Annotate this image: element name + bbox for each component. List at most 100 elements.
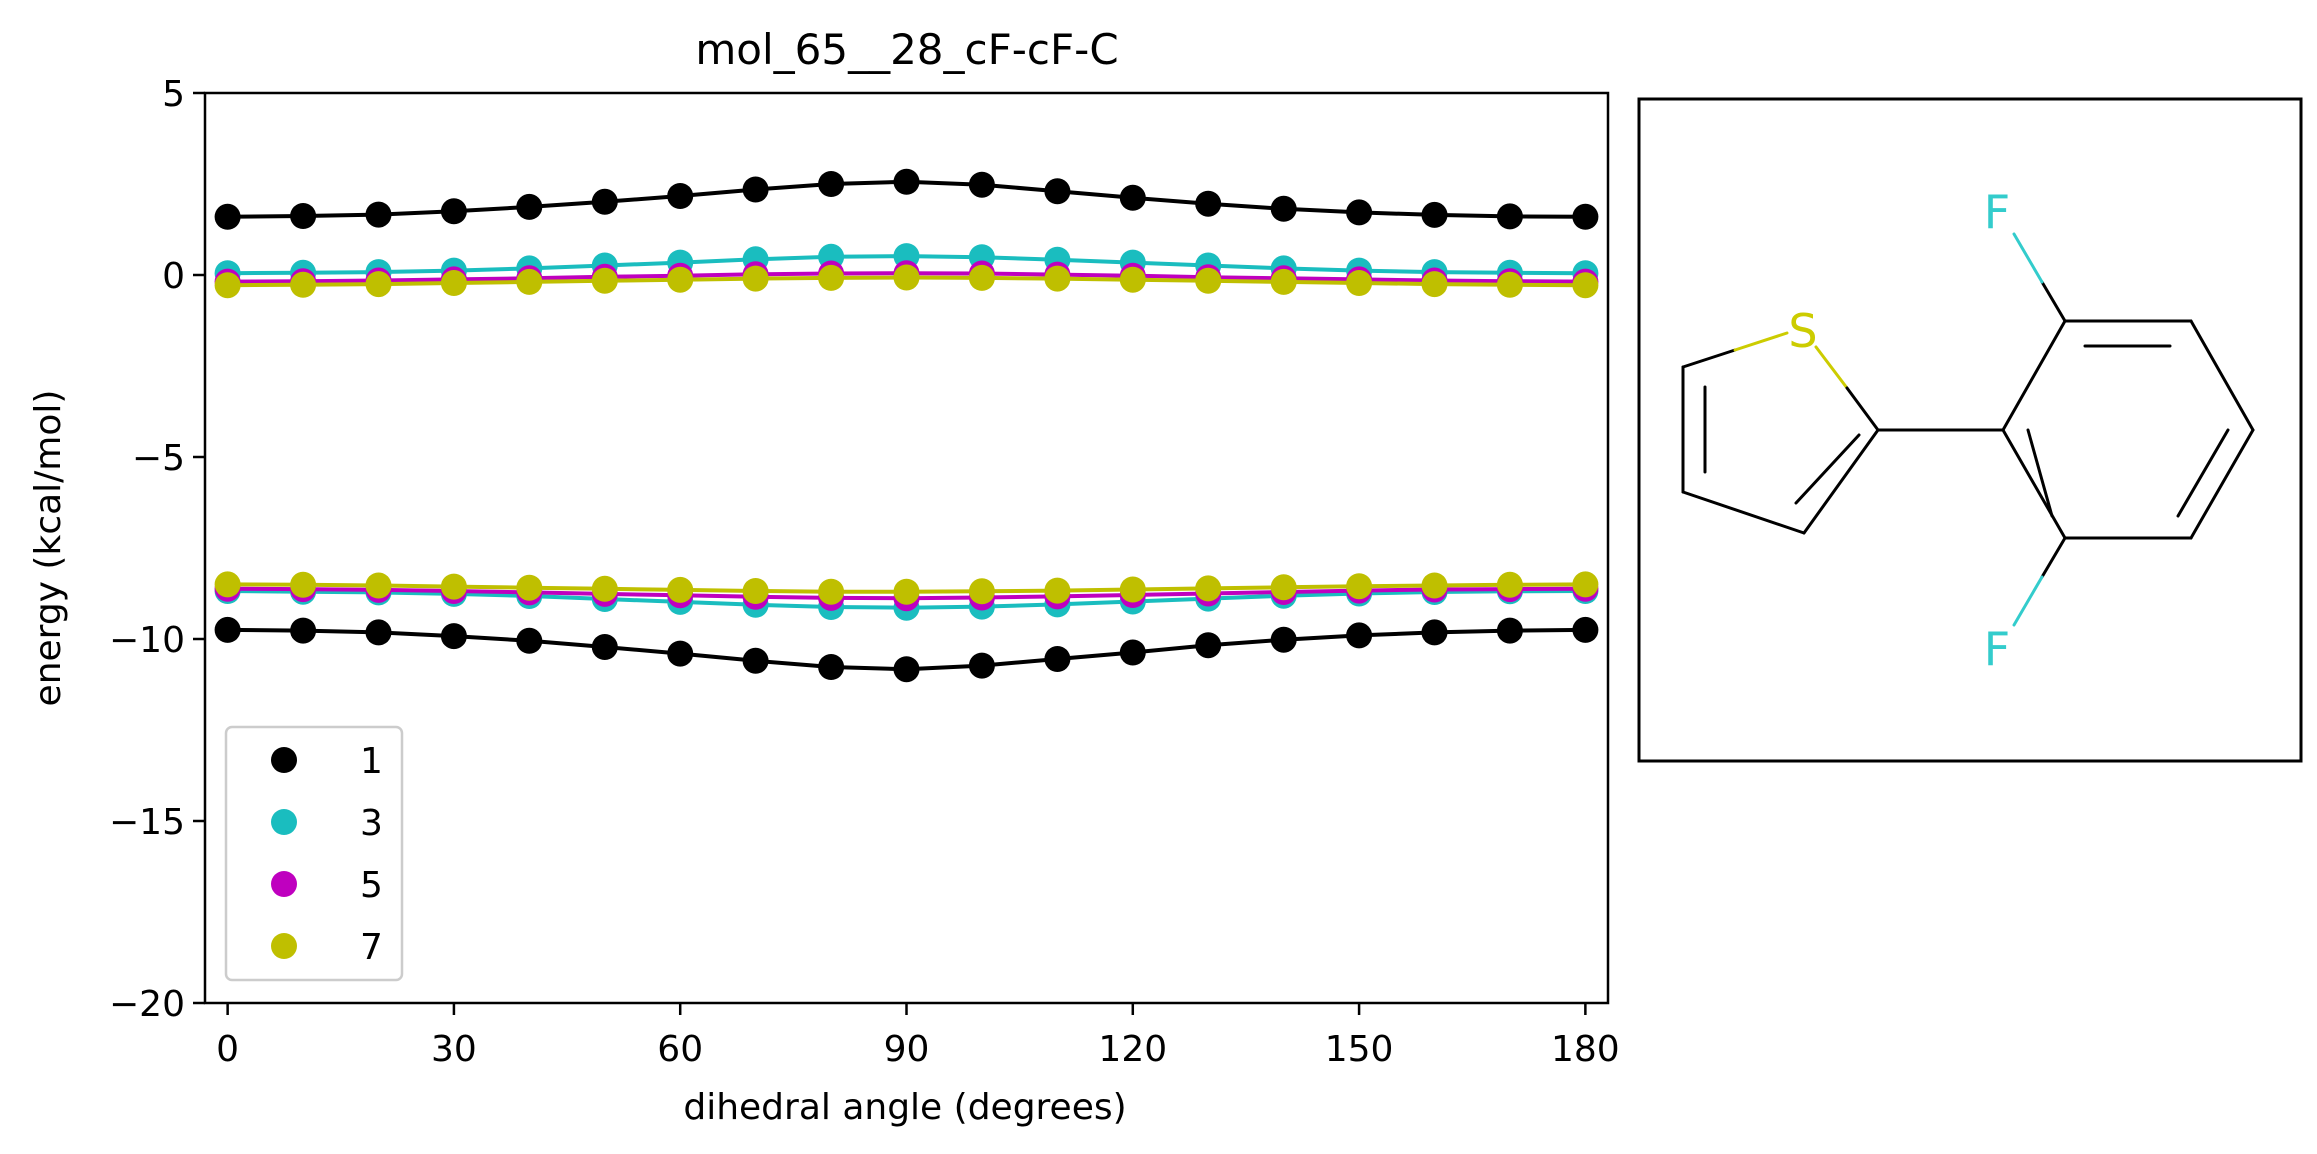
y-tick-label: −15: [109, 802, 185, 843]
series-1-upper-point: [667, 183, 694, 209]
legend-marker-7: [271, 933, 297, 959]
series-7-lower-point: [1119, 576, 1146, 603]
x-tick-label: 180: [1551, 1029, 1620, 1070]
series-7-upper-point: [1421, 271, 1448, 298]
series-7-upper-point: [1572, 272, 1599, 299]
bond-thiophene-c2-c3: [1802, 428, 1880, 535]
series-7-lower-point: [516, 574, 543, 601]
y-axis-label: energy (kcal/mol): [28, 390, 69, 707]
series-1-upper-point: [968, 171, 995, 198]
series-1-lower-point: [591, 634, 618, 660]
series-7-upper-point: [214, 272, 241, 299]
series-1-upper-point: [1044, 178, 1071, 205]
bond-c-f-bottom-cyan: [2012, 575, 2044, 627]
y-tick-label: −20: [109, 984, 185, 1025]
legend: 1 3 5 7: [224, 725, 404, 982]
series-1-lower-point: [1496, 617, 1523, 644]
series-1-upper-point: [818, 171, 845, 197]
series-1-lower-point: [1195, 632, 1222, 659]
bond-thiophene-c5-s-yellow: [1733, 331, 1789, 352]
legend-label-3: 3: [360, 803, 383, 844]
series-7-upper-point: [591, 267, 618, 294]
series-1-lower-point: [290, 617, 317, 644]
energy-plot: mol_65__28_cF-cF-C 0 30 60 90 120 150 180 5 0 −5…: [28, 25, 1620, 1128]
bond-benzene-c1-c2: [2001, 319, 2067, 432]
series-1-upper-point: [591, 188, 618, 215]
series-7-upper-point: [742, 265, 769, 292]
bond-c-f-top-cyan: [2012, 232, 2044, 284]
series-1-upper-point: [893, 168, 920, 195]
y-tick-label: −10: [109, 620, 185, 661]
y-axis-ticks: 5 0 −5 −10 −15 −20: [109, 74, 205, 1025]
legend-label-5: 5: [360, 865, 383, 906]
series-1-lower-point: [440, 623, 467, 650]
series-1-upper-point: [290, 203, 317, 229]
series-1-lower-point: [214, 616, 241, 643]
series-1-upper-point: [1421, 201, 1448, 228]
bond-thiophene-c5-s-dark: [1681, 348, 1737, 369]
series-1-lower-point: [1044, 646, 1071, 672]
molecule-structure-panel: S F F: [1637, 97, 2303, 763]
series-1-lower-point: [667, 640, 694, 667]
series-7-upper-point: [968, 264, 995, 291]
bond-benzene-c4-c5: [2189, 428, 2255, 540]
series-7-lower-point: [214, 571, 241, 598]
series-7-upper-point: [1119, 266, 1146, 293]
series-1-upper-point: [516, 193, 543, 220]
bond-c-f-top-dark: [2040, 280, 2067, 323]
series-1-upper-point: [1270, 195, 1297, 222]
series-1-lower-point: [1572, 616, 1599, 643]
x-tick-label: 0: [216, 1029, 239, 1070]
bond-thiophene-s-c2-yellow: [1814, 345, 1849, 390]
legend-marker-5: [271, 871, 297, 897]
series-1-upper-point: [214, 203, 241, 230]
series-7-upper-point: [1270, 268, 1297, 295]
bond-thiophene-s-c2-dark: [1845, 386, 1880, 432]
x-tick-label: 30: [431, 1029, 477, 1070]
series-7-lower-point: [1346, 573, 1373, 600]
series-1-upper-point: [365, 201, 392, 228]
series-7-upper-point: [1195, 267, 1222, 294]
y-tick-label: −5: [132, 438, 185, 479]
atom-label-fluorine-top: F: [1984, 185, 2010, 239]
series-1-upper-point: [1195, 190, 1222, 217]
series-1-lower-point: [1421, 619, 1448, 646]
y-tick-label: 0: [162, 256, 185, 297]
y-tick-label: 5: [162, 74, 185, 115]
series-7-lower-point: [1195, 575, 1222, 602]
x-axis-label: dihedral angle (degrees): [683, 1087, 1126, 1128]
series-7-upper-point: [1346, 270, 1373, 296]
atom-label-sulfur: S: [1788, 304, 1817, 358]
series-7-lower-point: [591, 575, 618, 602]
series-1-upper-point: [742, 176, 769, 203]
series-7-lower-point: [1421, 572, 1448, 599]
legend-label-7: 7: [360, 927, 383, 968]
series-7-upper-point: [893, 264, 920, 291]
x-tick-label: 150: [1325, 1029, 1394, 1070]
series-7-lower-point: [290, 571, 317, 598]
series-1-lower-point: [1346, 622, 1373, 649]
series-7-upper-point: [365, 271, 392, 298]
series-7-lower-point: [1496, 571, 1523, 598]
x-axis-ticks: 0 30 60 90 120 150 180: [216, 1003, 1620, 1070]
series-7-lower-point: [968, 578, 995, 605]
bond-benzene-c4-c5-inner: [2176, 428, 2230, 518]
series-1-lower-point: [365, 619, 392, 646]
series-7-upper-point: [440, 270, 467, 296]
series-7-upper-point: [667, 266, 694, 293]
series-7-lower-point: [742, 578, 769, 604]
series-7-upper-point: [818, 264, 845, 291]
atom-label-fluorine-bottom: F: [1984, 622, 2010, 676]
bond-benzene-c3-c4: [2189, 319, 2255, 432]
series-7-lower-point: [1270, 574, 1297, 601]
series-7-upper-point: [290, 271, 317, 298]
series-7-upper-point: [1044, 265, 1071, 292]
series-7-upper-point: [516, 268, 543, 295]
x-tick-label: 60: [657, 1029, 703, 1070]
legend-marker-3: [271, 809, 297, 835]
legend-marker-1: [271, 747, 297, 773]
series-7-lower-point: [893, 578, 920, 605]
molecule-bonds: [1681, 232, 2255, 627]
series-7-lower-point: [818, 578, 845, 605]
